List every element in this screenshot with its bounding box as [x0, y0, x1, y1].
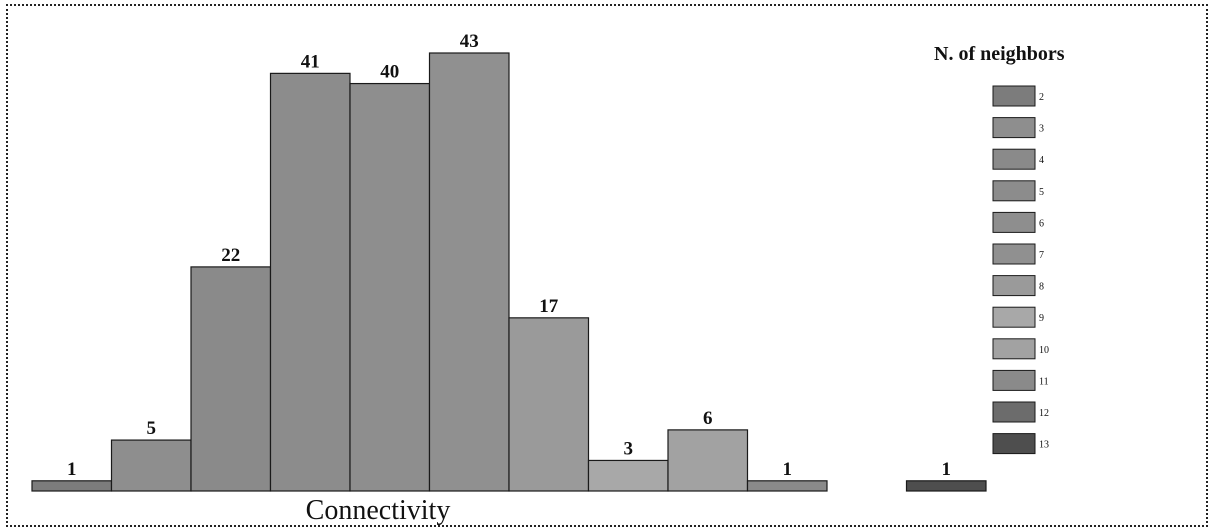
legend-title: N. of neighbors — [934, 43, 1065, 65]
data-label-10: 6 — [703, 408, 713, 429]
data-label-9: 3 — [624, 438, 634, 459]
legend-label-2: 2 — [1039, 92, 1044, 103]
bar-10 — [667, 429, 749, 492]
legend-swatch-8 — [992, 275, 1036, 297]
bar-13 — [905, 480, 987, 492]
legend-swatch-9 — [992, 306, 1036, 328]
legend-label-7: 7 — [1039, 250, 1044, 261]
legend-swatch-4 — [992, 148, 1036, 170]
legend-label-5: 5 — [1039, 187, 1044, 198]
data-label-8: 17 — [539, 296, 559, 317]
data-label-5: 41 — [301, 51, 320, 72]
data-label-6: 40 — [380, 62, 399, 83]
legend-label-10: 10 — [1039, 345, 1049, 356]
bar-7 — [428, 52, 510, 492]
data-label-7: 43 — [460, 31, 479, 52]
data-label-11: 1 — [783, 459, 793, 480]
bar-4 — [190, 266, 272, 492]
legend-label-6: 6 — [1039, 218, 1044, 229]
legend-label-13: 13 — [1039, 440, 1049, 451]
legend-swatch-3 — [992, 117, 1036, 139]
chart-frame: 1 5 22 41 40 43 17 3 6 1 1 Connectivity N. of neig… — [6, 4, 1208, 527]
legend: 2 3 4 5 6 7 8 9 10 11 12 13 — [992, 85, 1049, 455]
legend-label-3: 3 — [1039, 124, 1044, 135]
legend-swatch-2 — [992, 85, 1036, 107]
data-label-4: 22 — [221, 245, 240, 266]
bars-group — [31, 52, 987, 492]
legend-label-12: 12 — [1039, 408, 1049, 419]
data-label-13: 1 — [942, 459, 952, 480]
bar-9 — [587, 459, 669, 492]
bar-6 — [349, 82, 431, 492]
legend-swatch-5 — [992, 180, 1036, 202]
x-axis-label: Connectivity — [306, 495, 451, 525]
legend-swatch-7 — [992, 243, 1036, 265]
data-labels-group: 1 5 22 41 40 43 17 3 6 1 1 — [67, 31, 951, 480]
legend-swatch-6 — [992, 211, 1036, 233]
legend-label-11: 11 — [1039, 376, 1049, 387]
data-label-2: 1 — [67, 459, 77, 480]
bar-8 — [508, 317, 590, 492]
legend-swatch-13 — [992, 433, 1036, 455]
bar-11 — [746, 480, 828, 492]
legend-swatch-11 — [992, 369, 1036, 391]
bar-5 — [269, 72, 351, 492]
legend-swatch-12 — [992, 401, 1036, 423]
legend-swatch-10 — [992, 338, 1036, 360]
bar-2 — [31, 480, 113, 492]
bar-3 — [110, 439, 192, 492]
data-label-3: 5 — [147, 418, 157, 439]
legend-label-9: 9 — [1039, 313, 1044, 324]
legend-label-8: 8 — [1039, 282, 1044, 293]
legend-label-4: 4 — [1039, 155, 1044, 166]
